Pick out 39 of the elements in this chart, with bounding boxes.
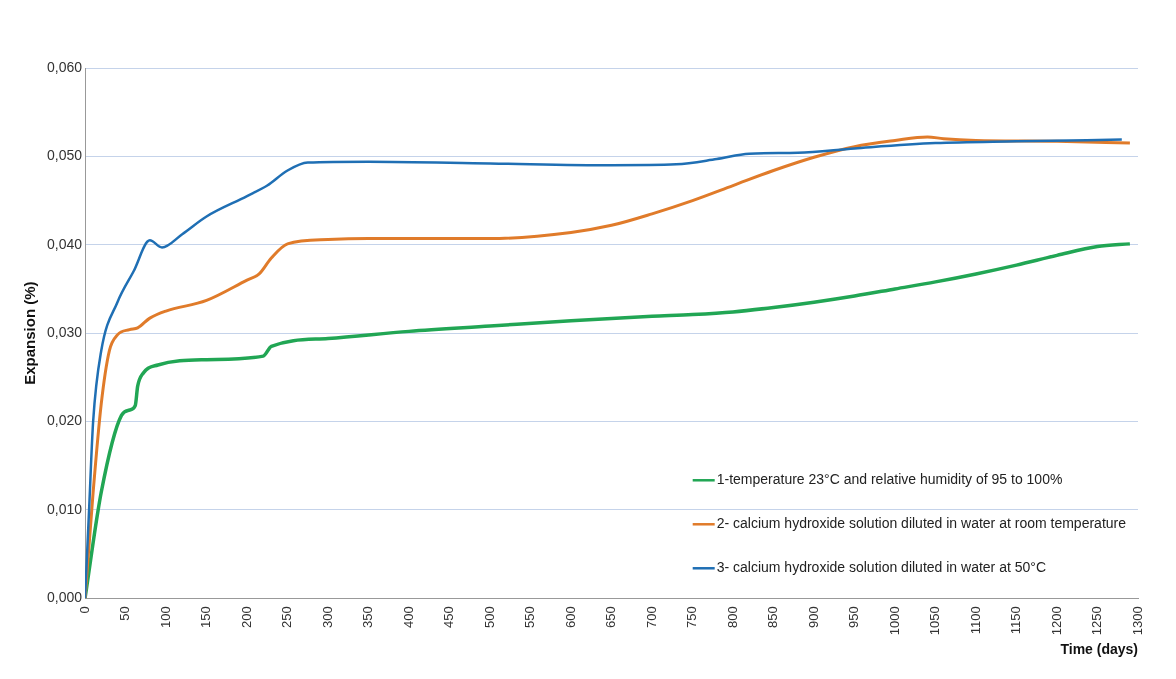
legend-label: 1-temperature 23°C and relative humidity of 95 to 100%: [716, 471, 1063, 488]
y-tick-label: 0,010: [46, 500, 83, 517]
x-tick-label: 0: [76, 606, 92, 614]
y-tick-label: 0,020: [46, 412, 83, 429]
y-tick-label: 0,040: [46, 235, 83, 252]
x-tick-label: 1250: [1089, 606, 1105, 636]
x-tick-label: 550: [522, 606, 538, 628]
x-tick-label: 1300: [1129, 606, 1145, 636]
y-tick-label: 0,030: [46, 324, 83, 340]
y-axis-title: Expansion (%): [21, 281, 39, 385]
x-tick-label: 900: [805, 606, 821, 628]
x-tick-label: 950: [846, 606, 862, 628]
legend-label: 3- calcium hydroxide solution diluted in water at 50°C: [716, 559, 1047, 576]
x-tick-label: 50: [117, 606, 133, 621]
x-tick-label: 450: [441, 606, 457, 628]
x-tick-label: 1150: [1008, 606, 1024, 635]
x-tick-label: 750: [684, 606, 700, 628]
x-tick-label: 200: [238, 606, 254, 628]
x-tick-label: 600: [562, 606, 578, 628]
x-tick-label: 100: [157, 606, 173, 628]
x-tick-label: 1200: [1048, 606, 1064, 636]
x-tick-label: 150: [198, 606, 214, 628]
legend-label: 2- calcium hydroxide solution diluted in water at room temperature: [716, 515, 1127, 532]
x-tick-label: 700: [643, 606, 659, 628]
x-tick-label: 350: [360, 606, 376, 628]
y-tick-label: 0,050: [46, 147, 83, 164]
x-tick-label: 300: [319, 606, 335, 628]
x-tick-label: 650: [603, 606, 619, 628]
x-tick-label: 1000: [886, 606, 902, 636]
x-tick-label: 500: [481, 606, 497, 628]
y-tick-label: 0,060: [46, 58, 83, 75]
x-tick-label: 850: [765, 606, 781, 628]
x-tick-label: 1100: [967, 606, 983, 635]
x-tick-label: 800: [724, 606, 740, 628]
x-tick-label: 250: [279, 606, 295, 628]
x-tick-label: 1050: [927, 606, 943, 636]
y-tick-label: 0,000: [46, 589, 83, 606]
x-tick-label: 400: [400, 606, 416, 628]
x-axis-title: Time (days): [1060, 641, 1138, 658]
